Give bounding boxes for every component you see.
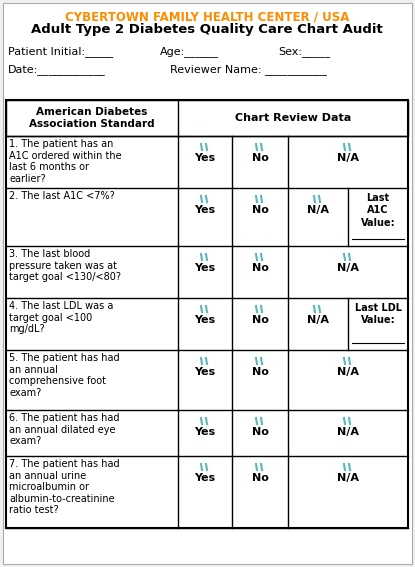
Bar (6, 456, 408, 528)
Bar (6, 100, 408, 136)
Text: Yes: Yes (195, 315, 215, 325)
Text: N/A: N/A (337, 263, 359, 273)
Text: 7. The patient has had
an annual urine
microalbumin or
albumin-to-creatinine
rat: 7. The patient has had an annual urine m… (9, 459, 120, 515)
Bar (6, 350, 408, 410)
Text: Reviewer Name: ___________: Reviewer Name: ___________ (170, 64, 327, 75)
Text: 1. The patient has an
A1C ordered within the
last 6 months or
earlier?: 1. The patient has an A1C ordered within… (9, 139, 122, 184)
Text: Adult Type 2 Diabetes Quality Care Chart Audit: Adult Type 2 Diabetes Quality Care Chart… (31, 23, 383, 36)
Text: 5. The patient has had
an annual
comprehensive foot
exam?: 5. The patient has had an annual compreh… (9, 353, 120, 398)
Text: Chart Review Data: Chart Review Data (235, 113, 351, 123)
Text: 3. The last blood
pressure taken was at
target goal <130/<80?: 3. The last blood pressure taken was at … (9, 249, 121, 282)
Text: N/A: N/A (307, 315, 329, 325)
Text: Sex:_____: Sex:_____ (278, 46, 330, 57)
Text: 6. The patient has had
an annual dilated eye
exam?: 6. The patient has had an annual dilated… (9, 413, 120, 446)
Text: No: No (251, 315, 269, 325)
Text: Last
A1C
Value:: Last A1C Value: (361, 193, 395, 228)
Bar (6, 298, 408, 350)
Bar (6, 188, 408, 246)
Bar (6, 136, 408, 188)
Text: No: No (251, 367, 269, 377)
Text: Last LDL
Value:: Last LDL Value: (354, 303, 401, 325)
Text: Date:____________: Date:____________ (8, 64, 106, 75)
Text: 2. The last A1C <7%?: 2. The last A1C <7%? (9, 191, 115, 201)
Text: Yes: Yes (195, 153, 215, 163)
Bar (6, 100, 408, 528)
Text: No: No (251, 263, 269, 273)
Text: Yes: Yes (195, 473, 215, 483)
Text: Yes: Yes (195, 263, 215, 273)
Text: No: No (251, 153, 269, 163)
Text: No: No (251, 473, 269, 483)
Text: Yes: Yes (195, 367, 215, 377)
Text: N/A: N/A (337, 367, 359, 377)
Text: Age:______: Age:______ (160, 46, 219, 57)
Text: Patient Initial:_____: Patient Initial:_____ (8, 46, 113, 57)
Text: N/A: N/A (337, 427, 359, 437)
Text: No: No (251, 205, 269, 215)
Text: No: No (251, 427, 269, 437)
Text: CYBERTOWN FAMILY HEALTH CENTER / USA: CYBERTOWN FAMILY HEALTH CENTER / USA (65, 10, 349, 23)
Bar (6, 410, 408, 456)
Text: N/A: N/A (337, 153, 359, 163)
Text: N/A: N/A (337, 473, 359, 483)
Text: N/A: N/A (307, 205, 329, 215)
Text: 4. The last LDL was a
target goal <100
mg/dL?: 4. The last LDL was a target goal <100 m… (9, 301, 113, 334)
Text: Yes: Yes (195, 205, 215, 215)
Text: Yes: Yes (195, 427, 215, 437)
Text: American Diabetes
Association Standard: American Diabetes Association Standard (29, 107, 155, 129)
Bar (6, 246, 408, 298)
